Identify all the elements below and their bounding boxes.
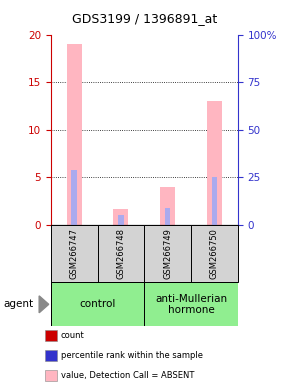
- Bar: [118, 215, 124, 225]
- Bar: [160, 187, 175, 225]
- Text: agent: agent: [3, 299, 33, 310]
- Bar: [165, 207, 171, 225]
- Text: value, Detection Call = ABSENT: value, Detection Call = ABSENT: [61, 371, 194, 380]
- Bar: [51, 282, 144, 326]
- Text: percentile rank within the sample: percentile rank within the sample: [61, 351, 203, 360]
- Bar: [67, 44, 81, 225]
- Text: GSM266748: GSM266748: [116, 228, 125, 279]
- Bar: [144, 282, 238, 326]
- Text: GDS3199 / 1396891_at: GDS3199 / 1396891_at: [72, 12, 218, 25]
- Bar: [97, 225, 144, 282]
- Bar: [144, 225, 191, 282]
- Text: anti-Mullerian
hormone: anti-Mullerian hormone: [155, 293, 227, 315]
- Bar: [212, 177, 217, 225]
- Bar: [113, 209, 128, 225]
- Polygon shape: [39, 296, 49, 313]
- Bar: [51, 225, 97, 282]
- Text: count: count: [61, 331, 85, 340]
- Text: GSM266750: GSM266750: [210, 228, 219, 279]
- Bar: [71, 169, 77, 225]
- Bar: [207, 101, 222, 225]
- Bar: [191, 225, 238, 282]
- Text: control: control: [79, 299, 116, 310]
- Text: GSM266747: GSM266747: [70, 228, 79, 279]
- Text: GSM266749: GSM266749: [163, 228, 172, 279]
